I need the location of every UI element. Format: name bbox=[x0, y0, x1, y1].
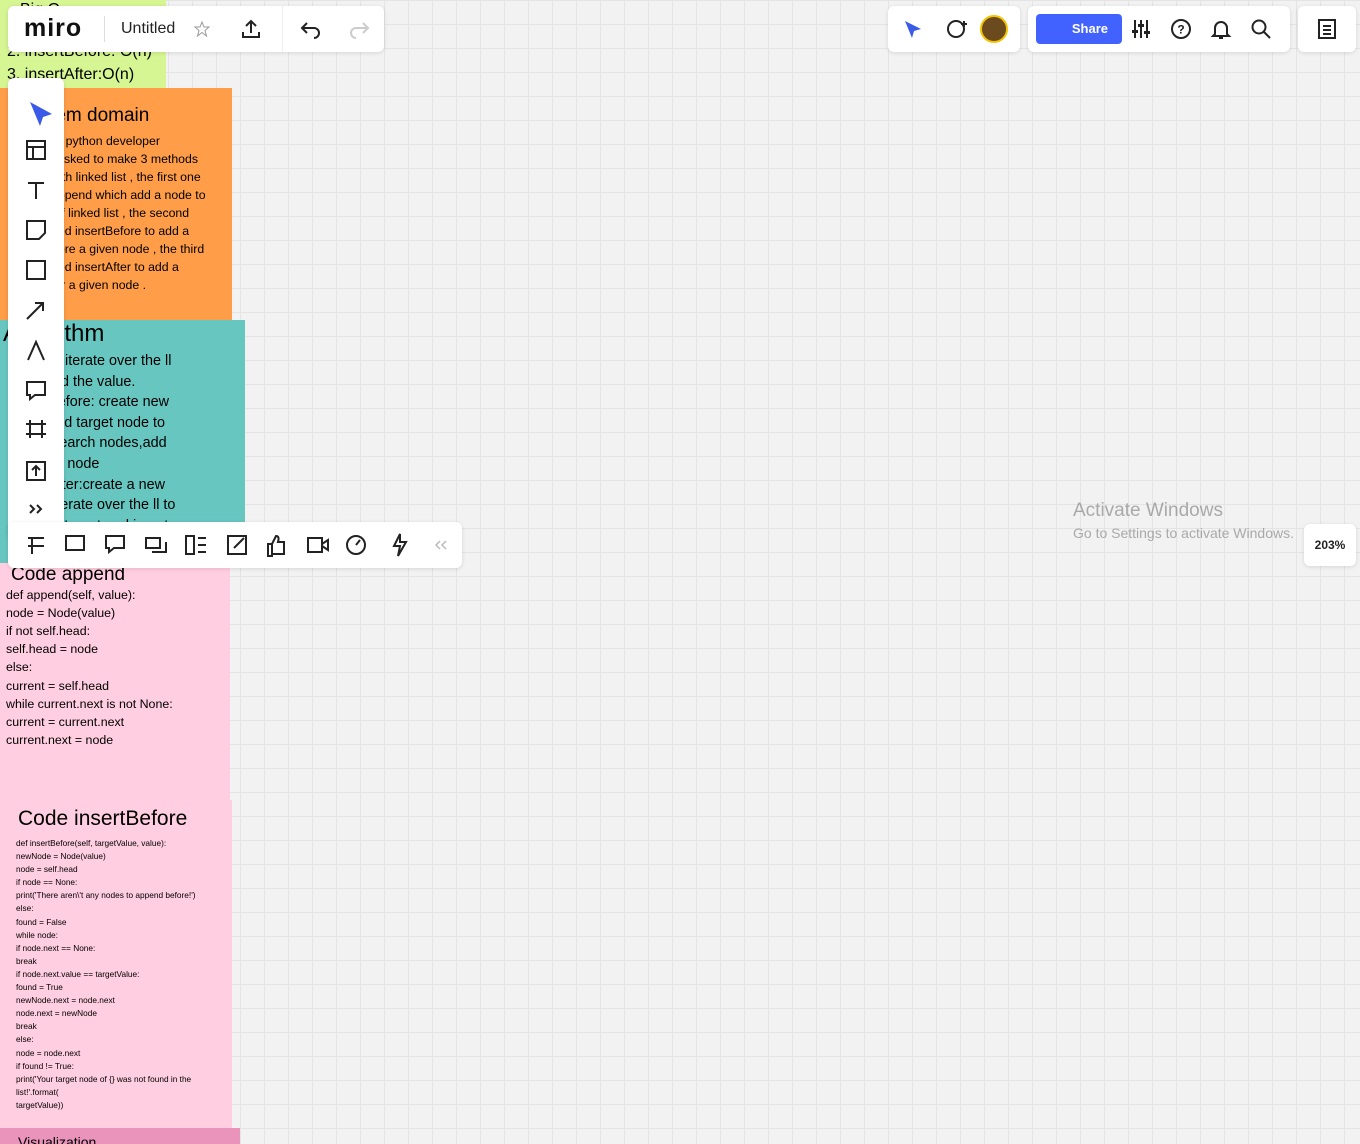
star-icon[interactable] bbox=[194, 21, 210, 37]
sticky-note: Visualizationll=1->2->3->4input => ll.ap… bbox=[0, 1128, 240, 1144]
pen-tool[interactable] bbox=[27, 339, 45, 361]
note-line: if node.next.value == targetValue: bbox=[16, 968, 140, 979]
note-line: else: bbox=[16, 903, 34, 914]
note-line: else: bbox=[16, 1034, 34, 1045]
note-paragraph: def insertBefore(self, targetValue, valu… bbox=[16, 837, 232, 850]
list-icon[interactable] bbox=[1317, 18, 1337, 40]
more-tools[interactable] bbox=[29, 504, 43, 514]
note-line: while current.next is not None: bbox=[6, 696, 173, 711]
note-line: def append(self, value): bbox=[6, 588, 136, 602]
note-line: else: bbox=[6, 660, 33, 675]
note-paragraph: newNode = Node(value) bbox=[16, 850, 232, 863]
tool[interactable] bbox=[346, 535, 366, 555]
note-body: def append(self, value): node = Node(val… bbox=[0, 586, 230, 749]
note-paragraph: def append(self, value): node = Node(val… bbox=[6, 586, 230, 749]
bottom-icons bbox=[28, 533, 447, 557]
watermark-subtitle: Go to Settings to activate Windows. bbox=[1073, 525, 1294, 541]
collab-bar bbox=[888, 6, 1020, 52]
board-name[interactable]: Untitled bbox=[121, 20, 176, 37]
note-line: if node == None: bbox=[16, 877, 78, 888]
divider bbox=[282, 6, 283, 52]
note-line: found = True bbox=[16, 982, 63, 993]
share-button[interactable]: Share bbox=[1036, 14, 1122, 44]
settings-icon[interactable] bbox=[1130, 18, 1152, 40]
note-line: current.next = node bbox=[6, 732, 114, 747]
note-line: newNode = Node(value) bbox=[16, 851, 106, 862]
note-line: print('There aren\'t any nodes to append… bbox=[16, 890, 196, 901]
reaction-icon[interactable] bbox=[946, 18, 970, 42]
tool[interactable] bbox=[392, 533, 408, 557]
note-line: break bbox=[16, 955, 37, 966]
note-line: if found != True: bbox=[16, 1060, 74, 1071]
note-line: current = current.next bbox=[6, 714, 125, 729]
note-line: node = node.next bbox=[16, 1047, 81, 1058]
note-title: Code insertBefore bbox=[18, 807, 188, 830]
frame-tool[interactable] bbox=[26, 420, 46, 438]
note-paragraph: node = self.head if node == None: print(… bbox=[16, 863, 232, 928]
shape-tool[interactable] bbox=[26, 260, 46, 280]
tool[interactable] bbox=[65, 535, 85, 551]
sticky-tool[interactable] bbox=[26, 220, 46, 240]
cursor-icon[interactable] bbox=[902, 18, 926, 40]
avatar[interactable] bbox=[980, 15, 1008, 43]
zoom-panel: 203% bbox=[1304, 524, 1356, 566]
note-line: newNode.next = node.next bbox=[16, 995, 115, 1006]
note-line: node = self.head bbox=[16, 864, 78, 875]
note-line: if node.next == None: bbox=[16, 942, 96, 953]
comment-tool[interactable] bbox=[26, 381, 46, 402]
sticky-note: Code insertBefore def insertBefore(self, … bbox=[0, 800, 232, 1128]
right-bar: Share ? bbox=[1028, 6, 1290, 52]
top-left-bar: miro Untitled bbox=[8, 6, 384, 52]
tool[interactable] bbox=[307, 537, 329, 553]
left-toolbar bbox=[8, 78, 64, 538]
divider bbox=[104, 16, 105, 42]
tool[interactable] bbox=[227, 535, 247, 555]
export-icon[interactable] bbox=[240, 18, 262, 40]
help-icon[interactable]: ? bbox=[1170, 18, 1192, 40]
note-paragraph: while node: if node.next == None: break … bbox=[16, 929, 232, 1112]
notes-bar bbox=[1298, 6, 1356, 52]
note-line: def insertBefore(self, targetValue, valu… bbox=[16, 838, 167, 848]
tool[interactable] bbox=[185, 535, 206, 555]
search-icon[interactable] bbox=[1250, 18, 1272, 40]
note-line: break bbox=[16, 1021, 37, 1032]
note-line: node = Node(value) bbox=[6, 606, 116, 621]
sticky-note: Code append def append(self, value): node… bbox=[0, 563, 230, 800]
logo[interactable]: miro bbox=[24, 14, 83, 42]
text-tool[interactable] bbox=[28, 182, 44, 199]
select-tool[interactable] bbox=[30, 102, 52, 126]
upload-tool[interactable] bbox=[26, 461, 46, 481]
bottom-toolbar bbox=[8, 522, 462, 568]
note-line: while node: bbox=[16, 929, 58, 940]
undo-icon[interactable] bbox=[300, 19, 322, 39]
svg-text:?: ? bbox=[1177, 23, 1184, 37]
watermark-title: Activate Windows bbox=[1073, 500, 1223, 521]
toolbar-icons bbox=[26, 102, 52, 514]
note-line: if not self.head: bbox=[6, 624, 91, 639]
note-line: print('Your target node of {} was not fo… bbox=[16, 1073, 192, 1097]
note-line: self.head = node bbox=[6, 642, 98, 657]
tool[interactable] bbox=[145, 537, 167, 553]
tool[interactable] bbox=[28, 537, 44, 554]
note-title: Visualization bbox=[18, 1134, 97, 1144]
template-tool[interactable] bbox=[26, 140, 46, 160]
note-line: targetValue)) bbox=[16, 1099, 64, 1110]
tool[interactable] bbox=[267, 534, 285, 557]
line-tool[interactable] bbox=[26, 302, 44, 320]
collapse[interactable] bbox=[434, 540, 447, 550]
note-body: def insertBefore(self, targetValue, valu… bbox=[0, 831, 232, 1112]
bell-icon[interactable] bbox=[1210, 18, 1232, 40]
note-line: node.next = newNode bbox=[16, 1008, 97, 1019]
tool[interactable] bbox=[105, 535, 125, 555]
zoom-level[interactable]: 203% bbox=[1314, 538, 1346, 552]
redo-icon[interactable] bbox=[348, 19, 370, 39]
note-line: found = False bbox=[16, 916, 67, 927]
watermark: Activate Windows Go to Settings to activ… bbox=[1073, 500, 1294, 541]
note-line: current = self.head bbox=[6, 678, 109, 693]
